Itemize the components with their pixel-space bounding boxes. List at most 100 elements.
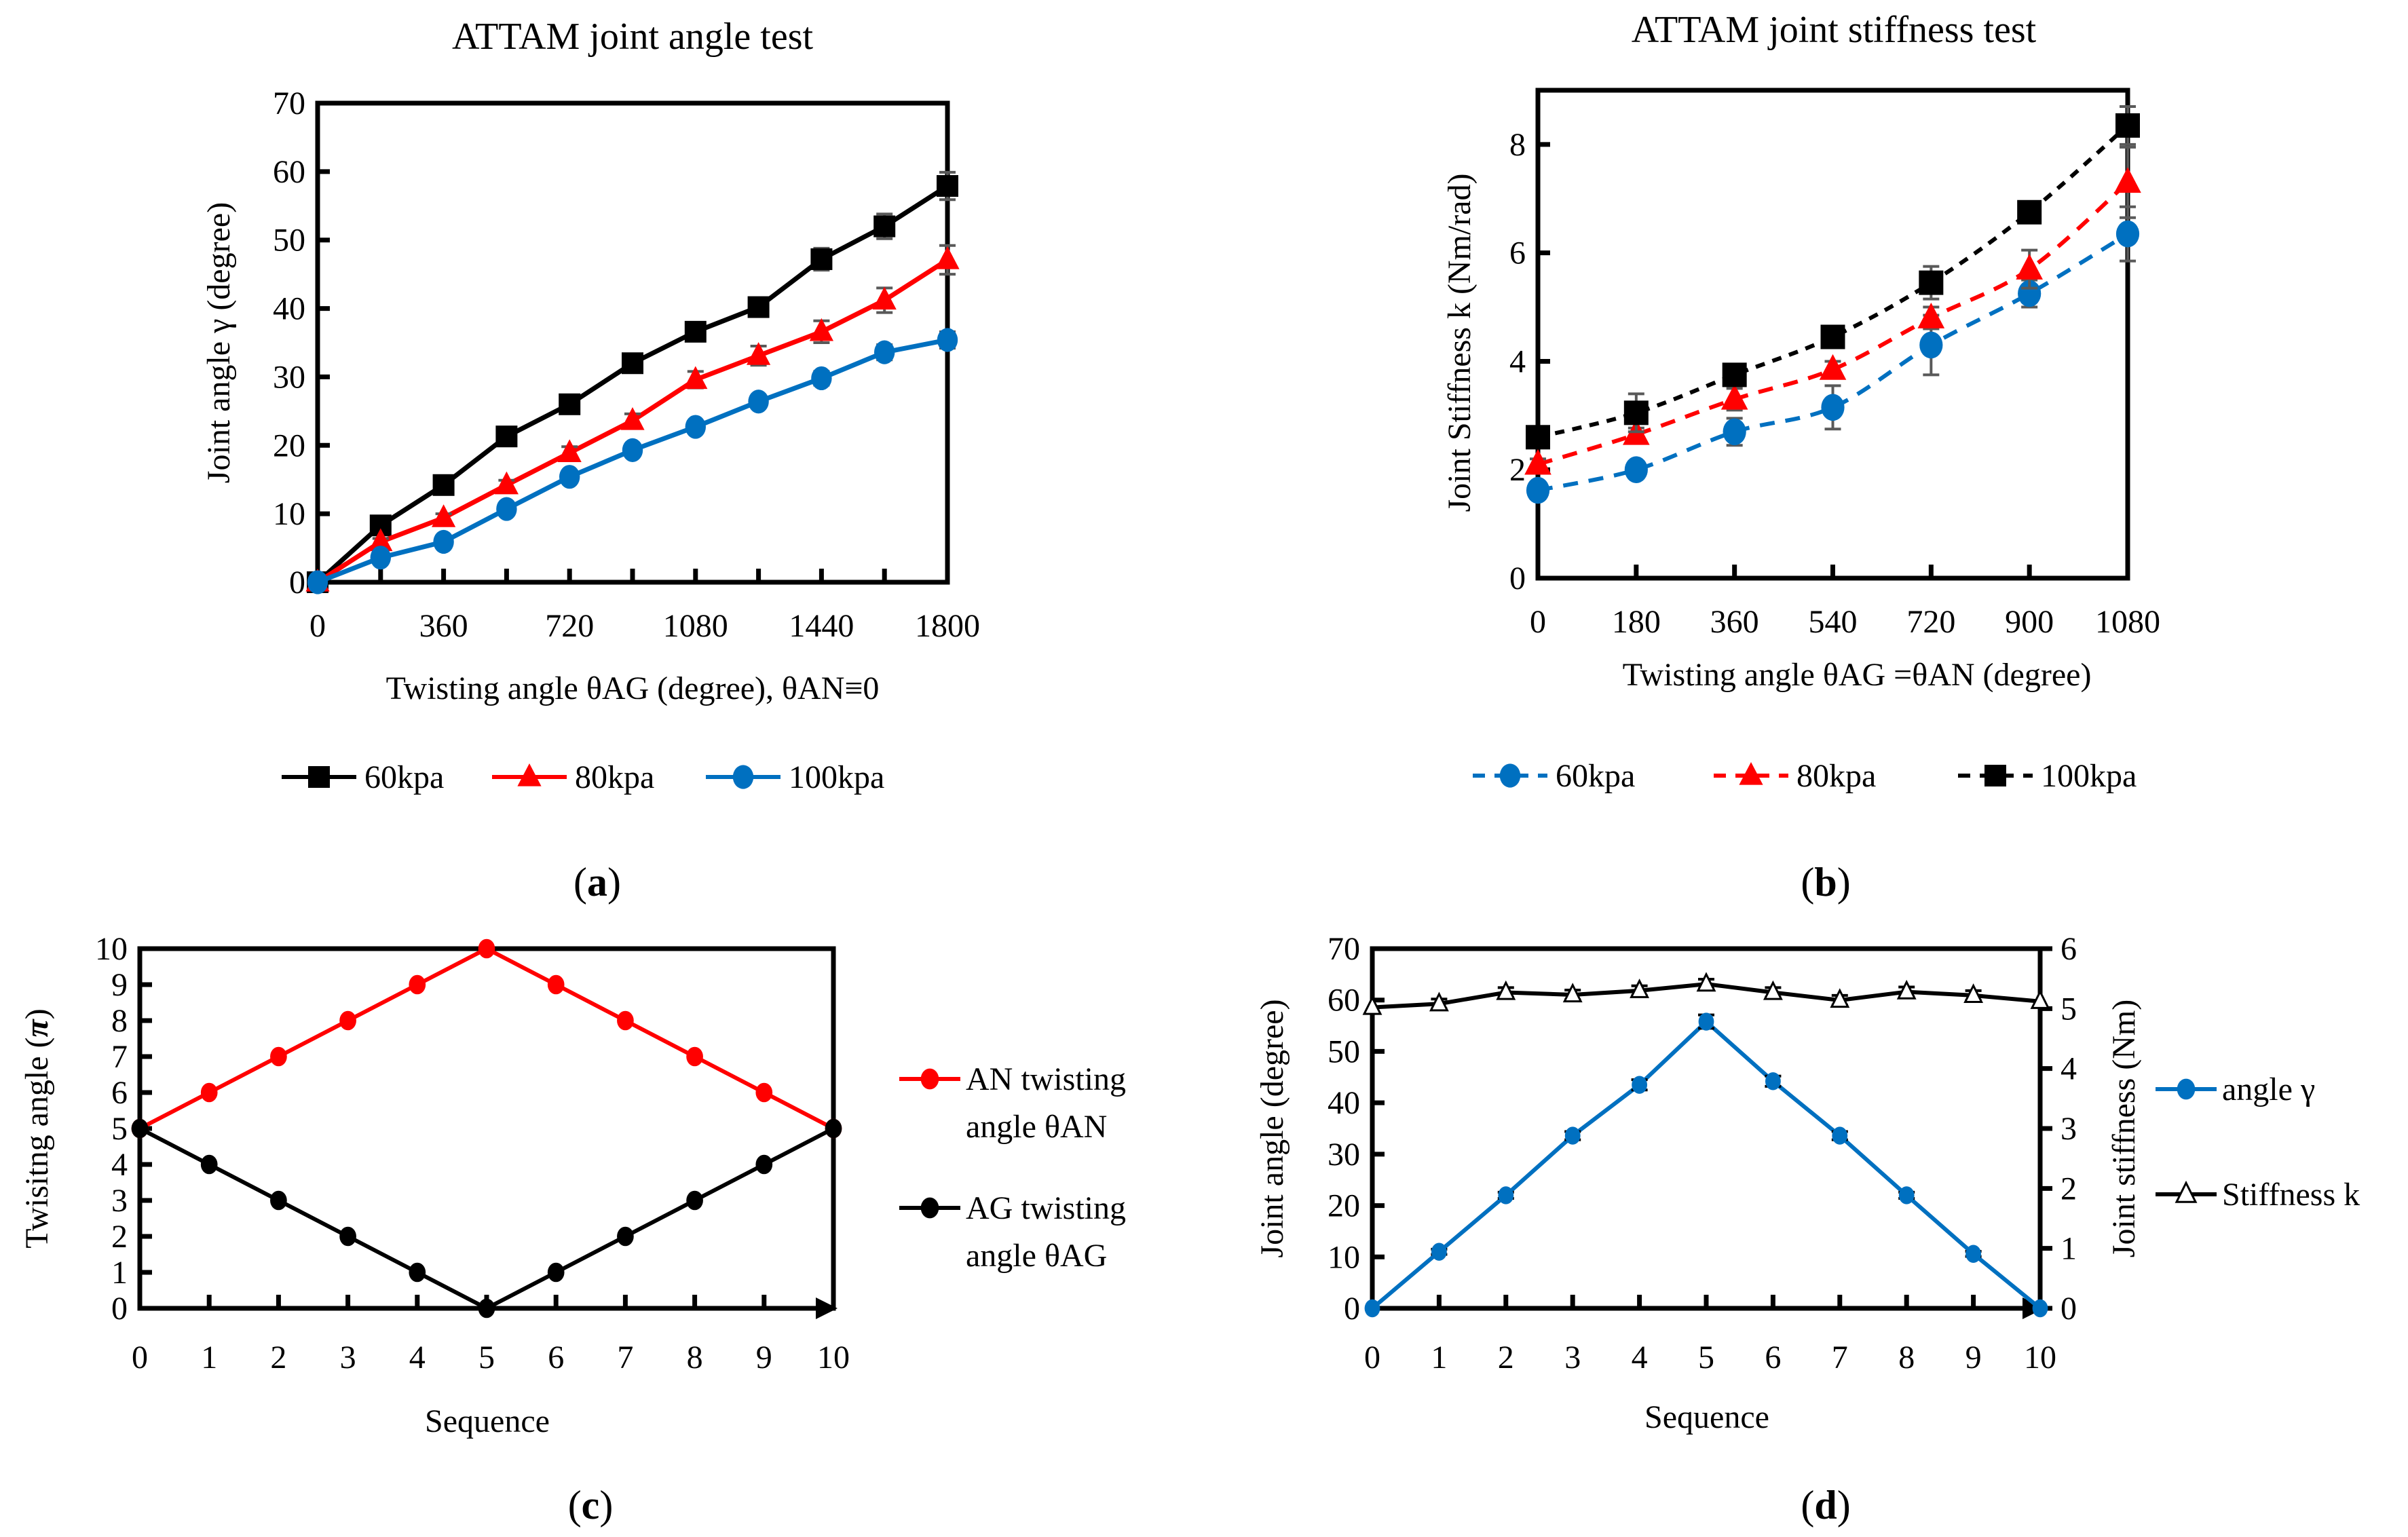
legend-item: 60kpa (282, 759, 444, 795)
legend-item: AG twisting angle θAG (899, 1190, 1126, 1274)
x-tick-label: 6 (1765, 1340, 1781, 1375)
legend-item: AN twisting angle θAN (899, 1061, 1126, 1145)
x-tick-label: 1 (201, 1340, 217, 1375)
x-tick-label: 1440 (789, 608, 854, 644)
data-point-circle-marker (478, 938, 495, 959)
data-point-circle-marker (2115, 220, 2140, 248)
series-line (316, 184, 949, 584)
y-tick-label: 10 (1328, 1239, 1360, 1275)
data-point-circle-marker (1632, 1076, 1648, 1094)
data-point-triangle-marker (557, 439, 582, 462)
y-tick-label: 30 (1328, 1137, 1360, 1173)
x-tick-label: 1800 (915, 608, 980, 644)
y-tick-label: 2 (111, 1219, 128, 1255)
data-point-circle-marker (339, 1226, 356, 1247)
chart-c-frame (137, 946, 836, 1311)
legend-circle-marker (920, 1068, 939, 1090)
legend-circle-marker (1499, 763, 1521, 788)
data-point-triangle-marker (2016, 254, 2043, 280)
data-point-triangle-marker (1830, 988, 1850, 1008)
data-point-circle-marker (409, 974, 426, 995)
x-tick-label: 1080 (2095, 604, 2160, 640)
data-point-square-marker (2017, 200, 2042, 225)
data-point-circle-marker (200, 1154, 218, 1175)
y-tick-label: 0 (111, 1291, 128, 1327)
x-tick-label: 720 (1906, 604, 1955, 640)
legend-label: 100kpa (2041, 758, 2137, 794)
data-point-circle-marker (1431, 1242, 1447, 1261)
data-point-triangle-marker (2030, 989, 2050, 1009)
legend-item: angle γ (2156, 1071, 2315, 1107)
data-point-triangle-marker (1496, 980, 1516, 1000)
data-point-circle-marker (825, 1118, 842, 1139)
chart-c-x-axis-label: Sequence (425, 1403, 550, 1439)
y-tick-label: 1 (111, 1255, 128, 1291)
x-tick-label: 0 (132, 1340, 148, 1375)
data-point-circle-marker (496, 497, 517, 521)
legend-label: 80kpa (1796, 758, 1876, 794)
data-point-circle-marker (270, 1046, 287, 1067)
data-point-circle-marker (748, 390, 769, 414)
data-point-square-marker (1820, 324, 1845, 349)
panel-caption-b: (b) (1801, 860, 1850, 905)
chart-a-title: ATTAM joint angle test (452, 16, 814, 58)
y-tick-label: 6 (1509, 235, 1526, 271)
legend-label: Stiffness k (2222, 1177, 2360, 1213)
y-tick-label: 50 (1328, 1033, 1360, 1069)
data-point-circle-marker (547, 1262, 565, 1283)
chart-a-frame (315, 100, 950, 585)
x-tick-label: 2 (270, 1340, 286, 1375)
chart-d-y-axis-label: Joint angle (degree) (1254, 999, 1290, 1257)
data-point-square-marker (495, 425, 518, 448)
data-point-triangle-marker (1429, 991, 1449, 1012)
data-point-square-marker (747, 296, 770, 318)
y-tick-label: 50 (273, 223, 305, 259)
data-point-square-marker (559, 393, 581, 415)
chart-a-plot-area: 0 10 20 30 40 50 60 70 0 360 720 1080 1440 1800 (273, 86, 980, 644)
data-point-circle-marker (1965, 1245, 1982, 1263)
y-tick-label: 10 (273, 496, 305, 532)
data-point-circle-marker (433, 529, 454, 554)
data-point-triangle-marker (432, 504, 456, 527)
y-tick-label: 20 (273, 428, 305, 463)
x-tick-label: 180 (1612, 604, 1661, 640)
x-tick-label: 1 (1431, 1340, 1447, 1375)
legend-item: 60kpa (1473, 758, 1635, 794)
data-point-square-marker (1722, 362, 1747, 387)
data-point-circle-marker (547, 974, 565, 995)
y-tick-label: 0 (1344, 1291, 1360, 1327)
x-tick-label: 4 (1632, 1340, 1648, 1375)
data-point-triangle-marker (1819, 354, 1847, 380)
x-tick-label: 720 (545, 608, 594, 644)
data-point-triangle-marker (1720, 383, 1748, 410)
legend-label: 80kpa (575, 759, 654, 795)
legend-label: AG twisting (966, 1190, 1126, 1226)
y-tick-label: 8 (1509, 127, 1526, 163)
data-point-triangle-marker (620, 406, 645, 430)
data-point-triangle-marker (1562, 983, 1583, 1003)
x-tick-label: 0 (1364, 1340, 1380, 1375)
data-point-triangle-marker (1362, 995, 1382, 1015)
data-point-triangle-marker (747, 342, 771, 365)
x-tick-label: 10 (817, 1340, 850, 1375)
series-Stiffness-k (1362, 972, 2050, 1015)
data-point-circle-marker (1832, 1126, 1848, 1145)
chart-a-legend: 60kpa 80kpa 100kpa (282, 759, 884, 795)
data-point-triangle-marker (1630, 979, 1650, 998)
chart-b-legend: 60kpa 80kpa 100kpa (1473, 758, 2137, 794)
x-tick-label: 7 (1832, 1340, 1848, 1375)
data-point-square-marker (2115, 113, 2140, 138)
data-point-circle-marker (1498, 1186, 1514, 1204)
x-tick-label: 4 (409, 1340, 426, 1375)
data-point-circle-marker (874, 340, 895, 364)
data-point-square-marker (937, 175, 958, 197)
legend-label: angle θAN (966, 1109, 1107, 1145)
series-100kpa (1526, 105, 2140, 450)
data-point-square-marker (873, 215, 896, 238)
data-point-circle-marker (2032, 1299, 2048, 1318)
y-tick-label: 5 (111, 1111, 128, 1147)
y2-tick-label: 6 (2061, 931, 2077, 967)
